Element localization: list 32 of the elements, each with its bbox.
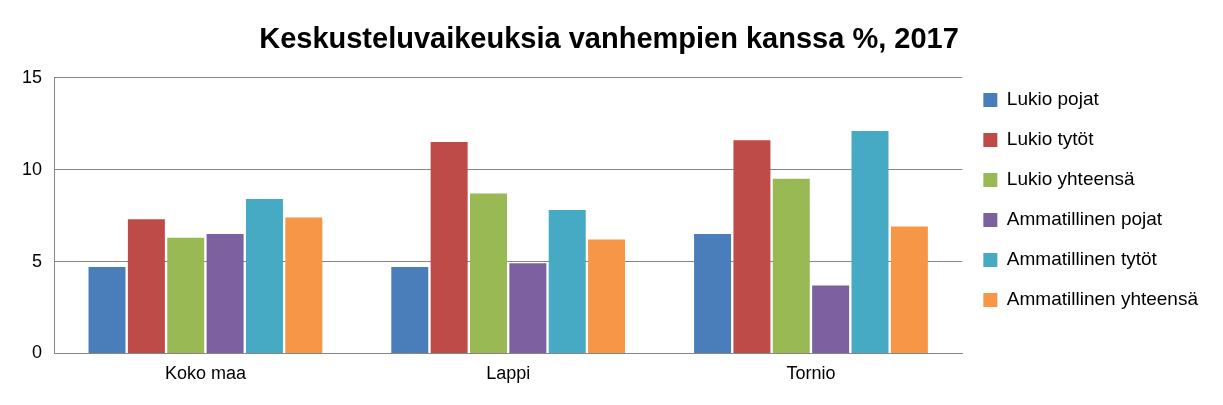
legend-label: Ammatillinen tytöt bbox=[1006, 248, 1158, 270]
bar bbox=[127, 219, 165, 353]
legend-label: Lukio yhteensä bbox=[1006, 168, 1136, 190]
bar bbox=[694, 233, 732, 353]
bar bbox=[430, 142, 468, 353]
bar bbox=[588, 239, 626, 353]
bar bbox=[890, 226, 928, 353]
bar bbox=[88, 267, 126, 353]
bar bbox=[285, 217, 323, 353]
x-tick-label: Lappi bbox=[486, 363, 531, 384]
bar bbox=[391, 267, 429, 353]
bar bbox=[548, 210, 586, 353]
legend-label: Lukio pojat bbox=[1006, 88, 1100, 110]
bar bbox=[245, 199, 283, 353]
bar bbox=[812, 285, 850, 353]
y-tick-label: 15 bbox=[21, 66, 43, 87]
x-tick-label: Tornio bbox=[786, 363, 836, 384]
bar bbox=[851, 131, 889, 353]
y-tick-label: 0 bbox=[32, 342, 43, 363]
bar bbox=[509, 263, 547, 353]
y-tick-label: 5 bbox=[32, 250, 43, 271]
bar bbox=[772, 178, 810, 353]
legend-label: Lukio tytöt bbox=[1006, 128, 1095, 150]
bar bbox=[733, 140, 771, 353]
bar bbox=[470, 193, 508, 353]
chart-title: Keskusteluvaikeuksia vanhempien kanssa %, 2017 bbox=[259, 22, 959, 55]
legend-label: Ammatillinen pojat bbox=[1006, 208, 1163, 230]
bar bbox=[206, 233, 244, 353]
x-tick-label: Koko maa bbox=[164, 363, 247, 384]
bar bbox=[167, 237, 205, 353]
y-tick-label: 10 bbox=[21, 158, 43, 179]
legend-label: Ammatillinen yhteensä bbox=[1006, 288, 1199, 310]
